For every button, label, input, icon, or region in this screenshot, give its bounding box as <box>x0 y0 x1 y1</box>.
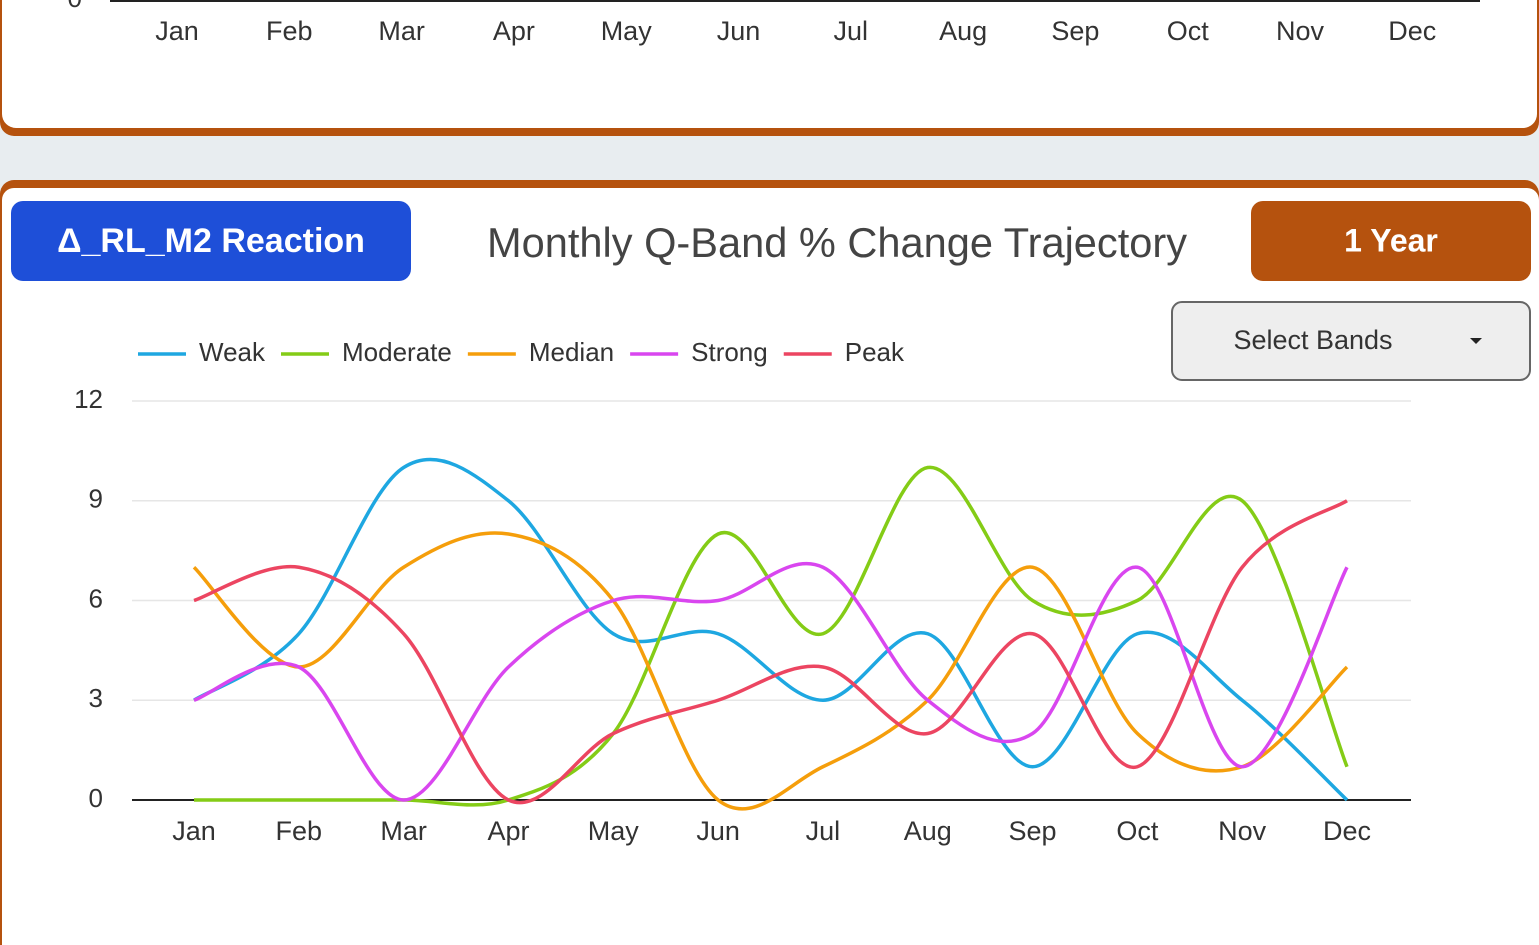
x-tick-label: Feb <box>266 16 313 46</box>
y-tick-label: 0 <box>89 783 103 813</box>
x-tick-label: Jun <box>717 16 761 46</box>
chart: 0 3 6 9 12 Jan Feb Mar Apr May Jun Jul Aug Sep Oct Nov D… <box>74 337 1411 846</box>
x-tick-label: Dec <box>1388 16 1436 46</box>
top-panel <box>2 0 1537 128</box>
x-tick-label: Oct <box>1167 16 1210 46</box>
legend-label: Peak <box>845 337 905 367</box>
x-tick-label: Nov <box>1218 816 1267 846</box>
x-tick-label: Jul <box>834 16 869 46</box>
x-tick-label: Jul <box>806 816 841 846</box>
range-button[interactable] <box>1251 201 1531 281</box>
x-tick-label: Jan <box>155 16 199 46</box>
x-tick-label: Dec <box>1323 816 1371 846</box>
legend-label: Moderate <box>342 337 452 367</box>
y-tick-label: 12 <box>74 384 103 414</box>
x-tick-label: Aug <box>904 816 952 846</box>
range-button-label[interactable]: 1 Year <box>1344 222 1438 258</box>
y-tick-label: 0 <box>68 0 82 13</box>
series-line <box>192 531 1349 811</box>
x-tick-label: Mar <box>378 16 425 46</box>
series-line <box>193 499 1348 805</box>
x-tick-label: Feb <box>276 816 323 846</box>
x-tick-label: May <box>588 816 640 846</box>
chart-panel <box>2 188 1539 945</box>
x-tick-label: Sep <box>1009 816 1057 846</box>
x-tick-label: Oct <box>1116 816 1159 846</box>
dropdown[interactable] <box>1171 301 1531 381</box>
x-tick-label: Nov <box>1276 16 1325 46</box>
x-tick-label: Aug <box>939 16 987 46</box>
legend-label: Median <box>529 337 614 367</box>
dropdown-label[interactable]: Select Bands <box>1233 325 1392 355</box>
x-tick-label: May <box>601 16 653 46</box>
dropdown-caret <box>1470 338 1482 344</box>
x-tick-label: Mar <box>380 816 427 846</box>
legend-label: Strong <box>691 337 768 367</box>
badge-label[interactable]: Δ_RL_M2 Reaction <box>57 222 365 260</box>
x-tick-label: Sep <box>1051 16 1099 46</box>
y-tick-label: 6 <box>89 583 103 613</box>
series-line <box>193 561 1349 802</box>
legend-label: Weak <box>199 337 266 367</box>
badge[interactable] <box>11 201 411 281</box>
x-tick-label: Jan <box>172 816 216 846</box>
series-line <box>194 465 1349 807</box>
x-tick-label: Jun <box>696 816 740 846</box>
x-tick-label: Apr <box>487 816 529 846</box>
series-line <box>193 457 1349 802</box>
y-tick-label: 9 <box>89 484 103 514</box>
top-axis: 0 Jan Feb Mar Apr May Jun Jul Aug Sep Oct Nov Dec <box>68 0 1480 46</box>
chart-title: Monthly Q-Band % Change Trajectory <box>487 219 1187 266</box>
y-tick-label: 3 <box>89 683 103 713</box>
x-tick-label: Apr <box>493 16 535 46</box>
